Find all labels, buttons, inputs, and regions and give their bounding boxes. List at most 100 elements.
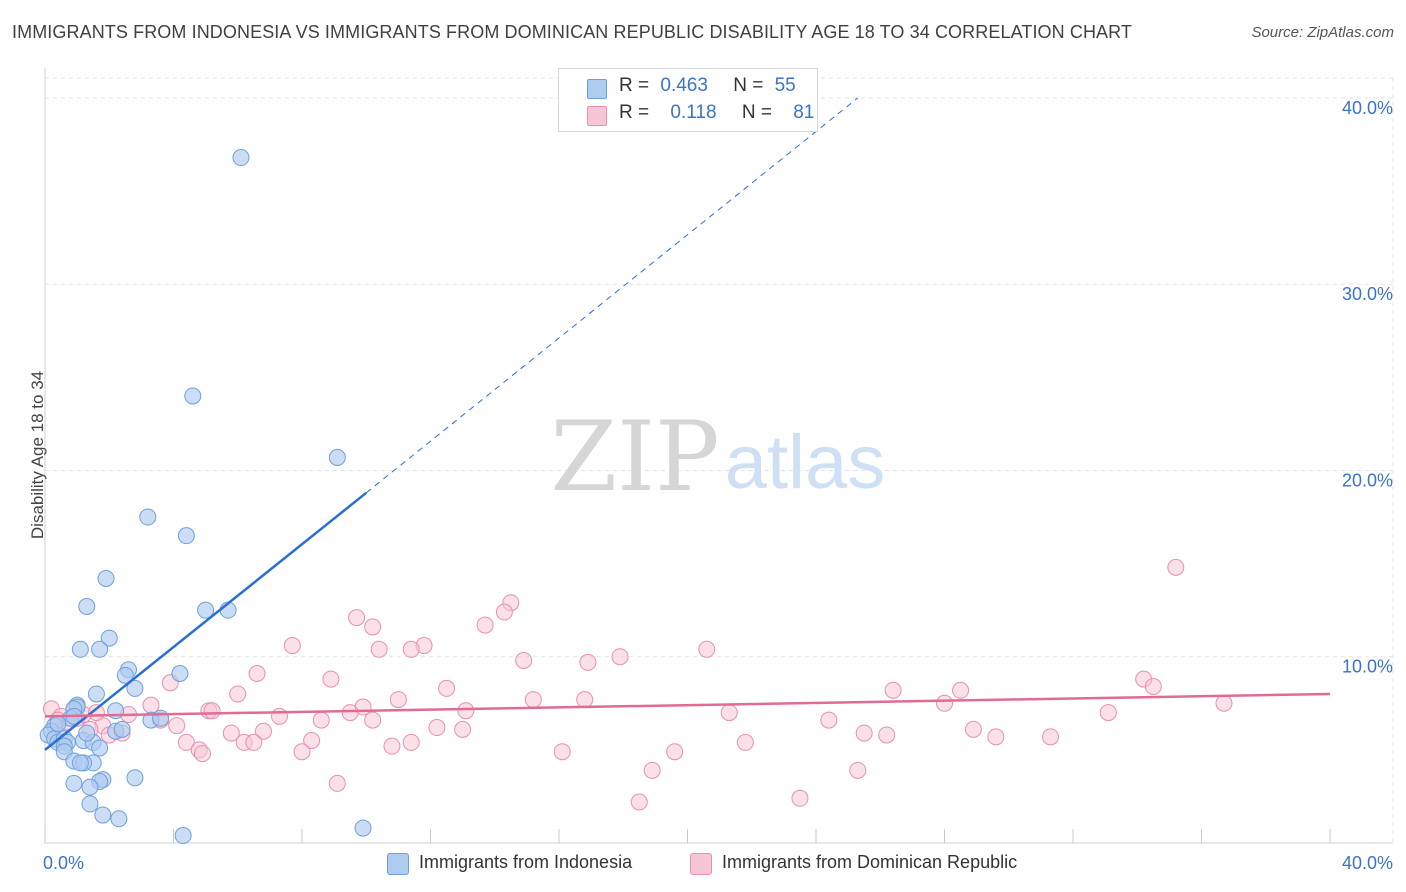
dominican-point [553, 743, 571, 761]
dominican-point [495, 603, 513, 621]
dominican-point [1144, 678, 1162, 696]
dominican-point [515, 651, 533, 669]
y-tick-label: 30.0% [1342, 284, 1393, 304]
dominican-point [428, 719, 446, 737]
indonesia-point [87, 685, 105, 703]
indonesia-point [110, 810, 128, 828]
dominican-point [364, 711, 382, 729]
r-value-dominican: 0.118 [670, 102, 717, 123]
indonesia-points [39, 149, 372, 845]
indonesia-point [354, 819, 372, 837]
indonesia-point [171, 664, 189, 682]
n-label: N = [741, 102, 772, 123]
dominican-point [383, 737, 401, 755]
dominican-point [402, 640, 420, 658]
n-value-dominican: 81 [793, 102, 815, 123]
y-tick-label: 20.0% [1342, 470, 1393, 490]
dominican-point [878, 726, 896, 744]
dominican-point [193, 745, 211, 763]
indonesia-point [49, 715, 67, 733]
x-tick-label-max: 40.0% [1342, 853, 1393, 873]
dominican-point [964, 720, 982, 738]
bottom-legend-label-indonesia: Immigrants from Indonesia [419, 852, 633, 872]
indonesia-point [126, 679, 144, 697]
dominican-point [168, 717, 186, 735]
indonesia-point [232, 149, 250, 167]
dominican-point [222, 724, 240, 742]
dominican-point [293, 743, 311, 761]
indonesia-point [113, 720, 131, 738]
dominican-point [666, 743, 684, 761]
indonesia-point [81, 778, 99, 796]
dominican-point [283, 637, 301, 655]
dominican-point [328, 774, 346, 792]
dominican-point [1215, 694, 1233, 712]
dominican-point [177, 733, 195, 751]
legend-text-dominican: R = 0.118 N = 81 [619, 102, 814, 124]
dominican-point [630, 793, 648, 811]
dominican-point [402, 733, 420, 751]
dominican-point [524, 691, 542, 709]
indonesia-point [71, 640, 89, 658]
source-credit: Source: ZipAtlas.com [1251, 24, 1394, 41]
watermark-atlas: atlas [725, 420, 886, 505]
indonesia-point [152, 709, 170, 727]
dominican-point [312, 711, 330, 729]
dominican-point [579, 653, 597, 671]
watermark-zip: ZIP [550, 401, 719, 513]
indonesia-point [81, 795, 99, 813]
indonesia-point [71, 754, 89, 772]
r-label: R = [619, 102, 650, 123]
dominican-point [855, 724, 873, 742]
dominican-point [348, 609, 366, 627]
dominican-point [271, 707, 289, 725]
dominican-point [884, 681, 902, 699]
axes [44, 68, 1393, 844]
x-tick-label-min: 0.0% [43, 853, 84, 873]
n-value-indonesia: 55 [774, 75, 796, 96]
legend-swatch-indonesia [587, 79, 607, 99]
indonesia-point [97, 570, 115, 588]
indonesia-point [328, 448, 346, 466]
indonesia-point [177, 527, 195, 545]
dominican-point [736, 733, 754, 751]
bottom-legend-swatch-indonesia [387, 853, 409, 875]
indonesia-trend-line [44, 491, 368, 751]
bottom-legend-swatch-dominican [690, 853, 712, 875]
tick-labels: 10.0% 20.0% 30.0% 40.0% 0.0% 40.0% [43, 98, 1393, 873]
indonesia-point [65, 774, 83, 792]
dominican-point [254, 722, 272, 740]
chart-title: IMMIGRANTS FROM INDONESIA VS IMMIGRANTS … [12, 22, 1133, 42]
indonesia-point [139, 508, 157, 526]
dominican-points [42, 558, 1233, 811]
indonesia-point [91, 640, 109, 658]
dominican-point [303, 732, 321, 750]
dominican-point [370, 640, 388, 658]
indonesia-point [94, 806, 112, 824]
dominican-point [791, 789, 809, 807]
indonesia-point [78, 597, 96, 615]
dominican-point [203, 702, 221, 720]
legend-text-indonesia: R = 0.463 N = 55 [619, 75, 796, 97]
indonesia-point [116, 666, 134, 684]
dominican-point [576, 691, 594, 709]
dominican-point [936, 694, 953, 712]
dominican-point [643, 761, 661, 779]
trend-lines [44, 97, 1331, 751]
dominican-point [698, 640, 716, 658]
indonesia-point [91, 739, 109, 757]
dominican-point [987, 728, 1005, 746]
dominican-point [849, 761, 867, 779]
dominican-point [720, 704, 738, 722]
indonesia-point [184, 387, 202, 405]
y-axis-label: Disability Age 18 to 34 [28, 370, 47, 540]
dominican-point [611, 648, 629, 666]
dominican-point [229, 685, 247, 703]
y-tick-label: 40.0% [1342, 98, 1393, 118]
r-value-indonesia: 0.463 [660, 75, 708, 96]
correlation-legend: R = 0.463 N = 55 R = 0.118 N = 81 [558, 68, 818, 132]
dominican-point [1042, 728, 1060, 746]
dominican-point [454, 720, 472, 738]
dominican-point [341, 704, 359, 722]
